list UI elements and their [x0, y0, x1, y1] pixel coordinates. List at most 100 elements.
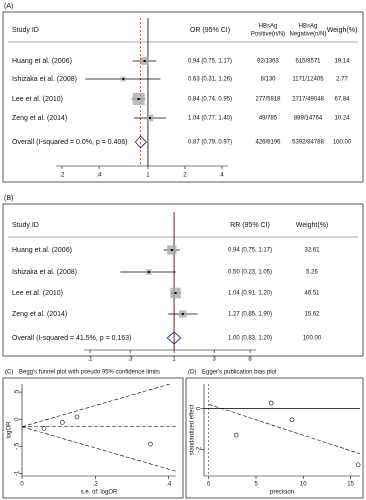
x-tick-label: 0 — [20, 482, 24, 488]
pseudo-ci — [22, 384, 171, 428]
positive: 426/8196 — [255, 140, 281, 146]
panel-label: (C) — [5, 370, 13, 376]
panel-c-frame — [2, 377, 184, 499]
x-tick-label: 4 — [220, 173, 224, 179]
weight: 67.84 — [334, 97, 350, 103]
data-point — [74, 414, 80, 420]
weight: 5.26 — [306, 270, 318, 276]
x-tick-label: 3 — [213, 357, 217, 363]
x-tick-label: .2 — [59, 173, 65, 179]
study: Ishizaka et al. (2008) — [12, 269, 77, 276]
x-tick-label: 5 — [254, 482, 258, 488]
y-tick-label: -.5 — [15, 442, 21, 450]
y-axis-title: logOR — [7, 421, 13, 439]
x-tick-label: 8 — [248, 357, 252, 363]
x-axis-title: s.e. of: logOR — [81, 490, 118, 496]
weight: 32.61 — [304, 248, 320, 254]
regression-line — [208, 404, 360, 455]
study: Ishizaka et al. (2008) — [12, 76, 77, 83]
point-estimate — [147, 271, 150, 273]
panel-label: (A) — [4, 3, 13, 10]
negative: 615/8571 — [295, 59, 321, 65]
ci-label: 1.27 (0.85, 1.90) — [228, 312, 272, 318]
plot-title: Egger's publication bias plot — [202, 370, 277, 376]
x-axis-title: precision — [270, 490, 294, 496]
x-tick-label: 1 — [172, 357, 176, 363]
weight: 100.00 — [333, 140, 352, 146]
x-tick-label: .4 — [166, 482, 172, 488]
overall-diamond — [134, 135, 147, 149]
point-estimate — [174, 292, 177, 294]
study: Zeng et al. (2014) — [12, 115, 67, 122]
column-header: Study ID — [12, 27, 39, 34]
panel-label: (D) — [188, 370, 196, 376]
x-tick-label: 2 — [183, 173, 187, 179]
x-tick-label: .1 — [87, 357, 93, 363]
ci-label: 1.04 (0.77, 1.40) — [188, 116, 232, 122]
study: Huang et al. (2006) — [12, 247, 72, 254]
panel-d-frame — [185, 377, 364, 499]
ci-label: 1.00 (0.83, 1.20) — [228, 336, 272, 342]
data-point — [289, 417, 295, 423]
weight: 19.14 — [334, 59, 350, 65]
column-header: Weight(%) — [296, 222, 329, 229]
plot-title: Begg's funnel plot with pseudo 95% confi… — [19, 370, 160, 376]
negative: 1171/12405 — [292, 77, 324, 83]
x-tick-label: 15 — [347, 482, 354, 488]
ci-label: 0.63 (0.31, 1.26) — [188, 77, 232, 83]
negative: 2717/49048 — [292, 97, 324, 103]
study: Overall (I-squared = 0.0%, p = 0.406) — [12, 139, 128, 146]
column-header: HBsAg — [259, 24, 278, 30]
weight: 100.00 — [303, 336, 322, 342]
data-point — [41, 426, 47, 431]
x-tick-label: 10 — [300, 482, 307, 488]
negative: 5392/84788 — [292, 140, 324, 146]
y-axis-title: standardized effect — [190, 404, 196, 455]
data-point — [148, 441, 153, 447]
weight: 2.77 — [336, 77, 348, 83]
positive: 8/130 — [260, 77, 276, 83]
study: Zeng et al. (2014) — [12, 311, 67, 318]
x-tick-label: .2 — [93, 482, 99, 488]
ci-label: 1.04 (0.91, 1.20) — [228, 291, 272, 297]
ci-label: 0.94 (0.75, 1.17) — [228, 248, 272, 254]
data-point — [60, 420, 65, 425]
study: Lee et al. (2010) — [12, 96, 63, 103]
ci-label: 0.94 (0.75, 1.17) — [188, 59, 232, 65]
positive: 92/1363 — [257, 59, 279, 65]
pseudo-ci — [22, 426, 176, 472]
data-point — [268, 400, 274, 406]
column-header: Study ID — [12, 222, 39, 229]
x-tick-label: .3 — [128, 357, 134, 363]
column-header: HBsAg — [299, 24, 318, 30]
weight: 15.62 — [304, 312, 320, 318]
point-estimate — [122, 78, 125, 80]
y-tick-label: 0 — [15, 417, 21, 421]
y-tick-label: 0 — [197, 406, 203, 410]
x-tick-label: .4 — [97, 173, 103, 179]
ci-label: 0.84 (0.74, 0.95) — [188, 97, 232, 103]
study: Overall (I-squared = 41.5%, p = 0.163) — [12, 335, 131, 342]
x-tick-label: 1 — [146, 173, 150, 179]
point-estimate — [143, 60, 146, 62]
overall-diamond — [166, 331, 182, 345]
data-point — [233, 432, 239, 438]
y-tick-label: -2 — [197, 446, 203, 452]
point-estimate — [149, 117, 152, 119]
point-estimate — [170, 249, 173, 251]
ci-label: 0.87 (0.79, 0.97) — [188, 140, 232, 146]
y-tick-label: .5 — [15, 389, 21, 395]
x-tick-label: 0 — [207, 482, 211, 488]
panel-b-frame — [2, 203, 364, 357]
column-header: Negative(n/N) — [289, 32, 326, 38]
study: Lee et al. (2010) — [12, 290, 63, 297]
column-header: OR (95% CI) — [190, 27, 230, 34]
positive: 277/5918 — [255, 97, 281, 103]
weight: 10.24 — [334, 116, 350, 122]
ci-label: 0.50 (0.23, 1.05) — [228, 270, 272, 276]
weight: 46.51 — [304, 291, 320, 297]
panel-label: (B) — [4, 195, 13, 202]
negative: 889/14764 — [294, 116, 323, 122]
